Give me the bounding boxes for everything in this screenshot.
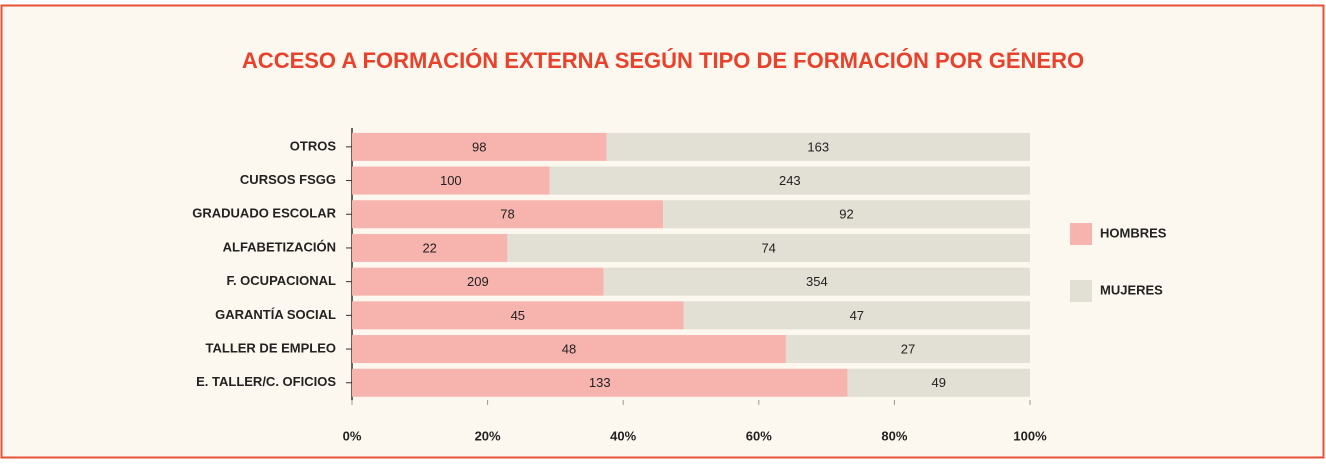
data-label: 48 <box>562 341 576 356</box>
x-tick-label: 40% <box>610 428 636 443</box>
y-tick-label: OTROS <box>290 138 337 153</box>
bar-segment <box>606 132 1030 161</box>
bar-segment <box>603 267 1030 296</box>
y-tick-label: F. OCUPACIONAL <box>226 273 336 288</box>
y-tick-label: TALLER DE EMPLEO <box>206 340 336 355</box>
data-label: 98 <box>472 139 486 154</box>
x-tick-label: 100% <box>1013 428 1047 443</box>
bar-segment <box>352 335 786 364</box>
y-tick-label: E. TALLER/C. OFICIOS <box>196 374 336 389</box>
y-tick-label: ALFABETIZACIÓN <box>223 239 336 254</box>
data-label: 22 <box>422 240 436 255</box>
bar-segment <box>352 233 508 262</box>
x-tick-label: 80% <box>881 428 907 443</box>
bar-segment <box>847 368 1030 397</box>
bar-segment <box>352 166 550 195</box>
legend-swatch <box>1070 223 1092 245</box>
data-label: 78 <box>500 207 514 222</box>
data-label: 47 <box>850 308 864 323</box>
bar-segment <box>663 200 1030 229</box>
y-tick-label: GRADUADO ESCOLAR <box>192 206 336 221</box>
bar-segment <box>352 368 848 397</box>
data-label: 133 <box>589 375 611 390</box>
y-tick-label: CURSOS FSGG <box>240 172 336 187</box>
data-label: 27 <box>901 341 915 356</box>
chart-title: ACCESO A FORMACIÓN EXTERNA SEGÚN TIPO DE… <box>242 48 1084 73</box>
data-label: 354 <box>806 274 828 289</box>
x-tick-label: 0% <box>343 428 362 443</box>
bar-segment <box>785 335 1030 364</box>
bar-segment <box>352 132 607 161</box>
data-label: 92 <box>839 207 853 222</box>
data-label: 49 <box>931 375 945 390</box>
legend-swatch <box>1070 280 1092 302</box>
bar-segment <box>352 301 684 330</box>
data-label: 163 <box>807 139 829 154</box>
legend-label: MUJERES <box>1100 282 1163 297</box>
bar-segment <box>549 166 1030 195</box>
bar-segment <box>352 200 664 229</box>
bar-segment <box>683 301 1030 330</box>
data-label: 45 <box>511 308 525 323</box>
y-tick-label: GARANTÍA SOCIAL <box>215 307 336 322</box>
data-label: 74 <box>761 240 775 255</box>
x-tick-label: 60% <box>746 428 772 443</box>
data-label: 209 <box>467 274 489 289</box>
bar-segment <box>352 267 604 296</box>
x-tick-label: 20% <box>475 428 501 443</box>
data-label: 243 <box>779 173 801 188</box>
data-label: 100 <box>440 173 462 188</box>
legend-label: HOMBRES <box>1100 225 1167 240</box>
bar-segment <box>507 233 1030 262</box>
